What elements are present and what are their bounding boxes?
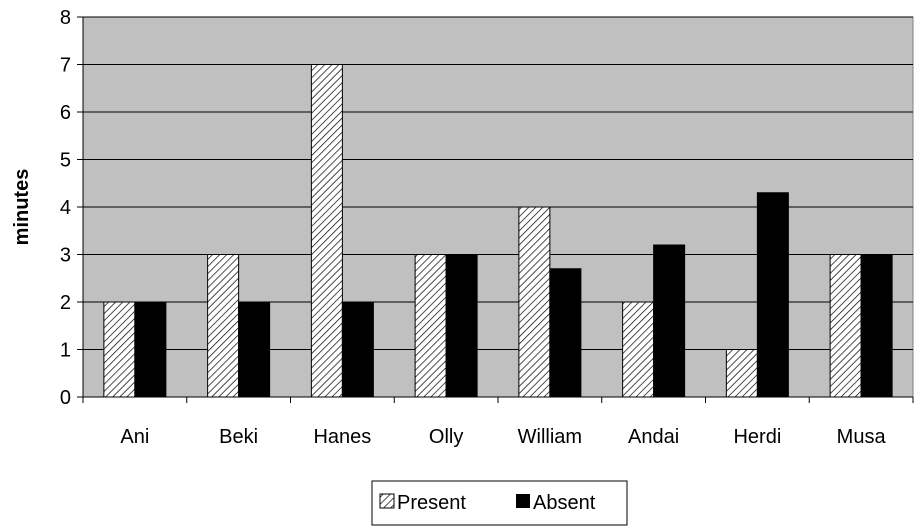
bar-absent-musa (860, 254, 893, 398)
x-tick-label: Hanes (313, 426, 371, 448)
legend-box (371, 480, 628, 526)
bars (103, 64, 893, 398)
y-axis-ticks: 0 1 2 3 4 5 6 7 8 (60, 7, 83, 409)
y-tick-label: 0 (60, 387, 71, 409)
legend-swatch-absent (516, 494, 530, 508)
bar-present-andai (622, 301, 655, 398)
bar-absent-hanes (341, 301, 374, 398)
x-axis-ticks: Ani Beki Hanes Olly William Andai Herdi Musa (82, 397, 914, 448)
bar-present-beki (207, 254, 240, 398)
x-tick-label: Beki (219, 426, 258, 448)
x-tick-label: Musa (837, 426, 887, 448)
y-axis-title: minutes (11, 169, 33, 246)
bar-absent-beki (238, 301, 271, 398)
x-tick-label: Olly (429, 426, 463, 448)
bar-present-william (518, 206, 551, 398)
x-tick-label: William (518, 426, 582, 448)
bar-present-hanes (310, 64, 343, 398)
bar-absent-ani (134, 301, 167, 398)
bar-present-olly (414, 254, 447, 398)
y-tick-label: 2 (60, 292, 71, 314)
y-tick-label: 6 (60, 102, 71, 124)
bar-absent-william (549, 268, 582, 398)
bar-present-musa (829, 254, 862, 398)
y-tick-label: 4 (60, 197, 71, 219)
y-tick-label: 5 (60, 150, 71, 172)
legend-label-absent: Absent (533, 492, 596, 514)
legend: Present Absent (371, 480, 628, 526)
bar-absent-herdi (756, 192, 789, 398)
y-tick-label: 7 (60, 55, 71, 77)
bar-absent-andai (653, 244, 686, 398)
bar-present-ani (103, 301, 136, 398)
x-tick-label: Andai (628, 426, 679, 448)
legend-label-present: Present (397, 492, 466, 514)
bar-absent-olly (445, 254, 478, 398)
x-tick-label: Ani (120, 426, 149, 448)
y-tick-label: 8 (60, 7, 71, 29)
y-tick-label: 1 (60, 340, 71, 362)
bar-present-herdi (725, 349, 758, 398)
legend-swatch-present (379, 493, 395, 509)
x-tick-label: Herdi (733, 426, 781, 448)
y-tick-label: 3 (60, 245, 71, 267)
